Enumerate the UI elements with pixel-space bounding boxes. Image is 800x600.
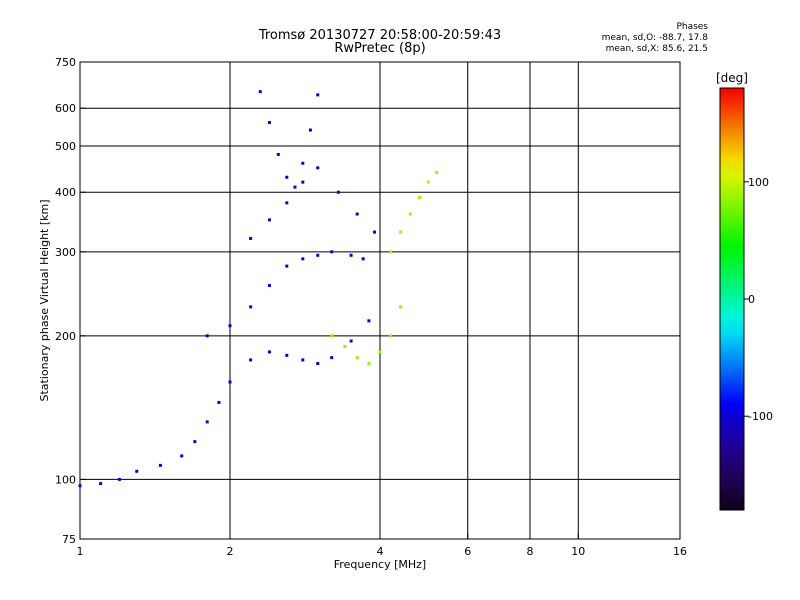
y-tick-label: 400: [55, 186, 76, 199]
data-point: [117, 477, 121, 481]
data-point: [316, 166, 320, 170]
y-tick-label: 75: [62, 533, 76, 546]
stats-x-mode: mean, sd,X: 85.6, 21.5: [605, 44, 708, 54]
x-axis-label: Frequency [MHz]: [334, 558, 426, 571]
y-tick-label: 500: [55, 140, 76, 153]
data-point: [301, 358, 305, 362]
data-point: [228, 324, 232, 328]
data-point: [249, 305, 253, 309]
data-point: [99, 482, 103, 486]
data-point: [285, 353, 289, 357]
colorbar-tick-label: 0: [748, 293, 755, 306]
data-point: [267, 121, 271, 125]
data-point: [367, 361, 371, 365]
colorbar-tick-label: 100: [748, 176, 769, 189]
data-point: [316, 361, 320, 365]
colorbar-label: [deg]: [716, 71, 748, 85]
data-point: [249, 236, 253, 240]
data-point: [78, 484, 82, 488]
x-tick-label: 8: [527, 545, 534, 558]
colorbar-tick-label: -100: [748, 410, 773, 423]
data-point: [193, 440, 197, 444]
data-point: [417, 195, 421, 199]
y-tick-label: 100: [55, 473, 76, 486]
data-point: [267, 218, 271, 222]
y-axis-label: Stationary phase Virtual Height [km]: [38, 199, 51, 401]
x-tick-label: 16: [673, 545, 687, 558]
y-tick-label: 200: [55, 330, 76, 343]
y-tick-label: 600: [55, 102, 76, 115]
data-point: [389, 250, 393, 254]
data-point: [267, 350, 271, 354]
data-point: [285, 175, 289, 179]
chart-subtitle: RwPretec (8p): [334, 41, 426, 56]
x-tick-label: 10: [571, 545, 585, 558]
y-tick-label: 300: [55, 246, 76, 259]
data-point: [249, 358, 253, 362]
data-point: [389, 334, 393, 338]
data-point: [399, 305, 403, 309]
data-point: [158, 463, 162, 467]
data-point: [361, 257, 365, 261]
chart-title: Tromsø 20130727 20:58:00-20:59:43: [258, 28, 502, 43]
data-point: [205, 420, 209, 424]
data-point: [135, 469, 139, 473]
data-point: [349, 339, 353, 343]
x-tick-label: 6: [464, 545, 471, 558]
data-point: [330, 250, 334, 254]
data-point: [180, 454, 184, 458]
data-point: [367, 319, 371, 323]
data-point: [399, 230, 403, 234]
data-point: [217, 400, 221, 404]
data-point: [267, 283, 271, 287]
data-point: [336, 190, 340, 194]
stats-heading: Phases: [676, 22, 708, 32]
data-point: [301, 161, 305, 165]
data-point: [308, 128, 312, 132]
data-point: [330, 334, 334, 338]
data-point: [343, 344, 347, 348]
data-point: [293, 185, 297, 189]
data-point: [276, 152, 280, 156]
data-point: [285, 264, 289, 268]
data-point: [301, 180, 305, 184]
colorbar: [719, 87, 745, 511]
data-point: [316, 253, 320, 257]
data-point: [285, 201, 289, 205]
data-point: [426, 180, 430, 184]
data-point: [355, 356, 359, 360]
data-point: [373, 230, 377, 234]
data-point: [355, 212, 359, 216]
data-point: [316, 93, 320, 97]
data-point: [330, 356, 334, 360]
data-point: [435, 170, 439, 174]
data-point: [349, 253, 353, 257]
y-tick-label: 750: [55, 56, 76, 69]
x-tick-label: 2: [227, 545, 234, 558]
data-point: [205, 334, 209, 338]
data-point: [408, 212, 412, 216]
data-point: [258, 90, 262, 94]
x-tick-label: 4: [377, 545, 384, 558]
x-tick-label: 1: [77, 545, 84, 558]
data-point: [228, 380, 232, 384]
stats-o-mode: mean, sd,O: -88.7, 17.8: [601, 33, 708, 43]
data-point: [378, 350, 382, 354]
data-point: [301, 257, 305, 261]
